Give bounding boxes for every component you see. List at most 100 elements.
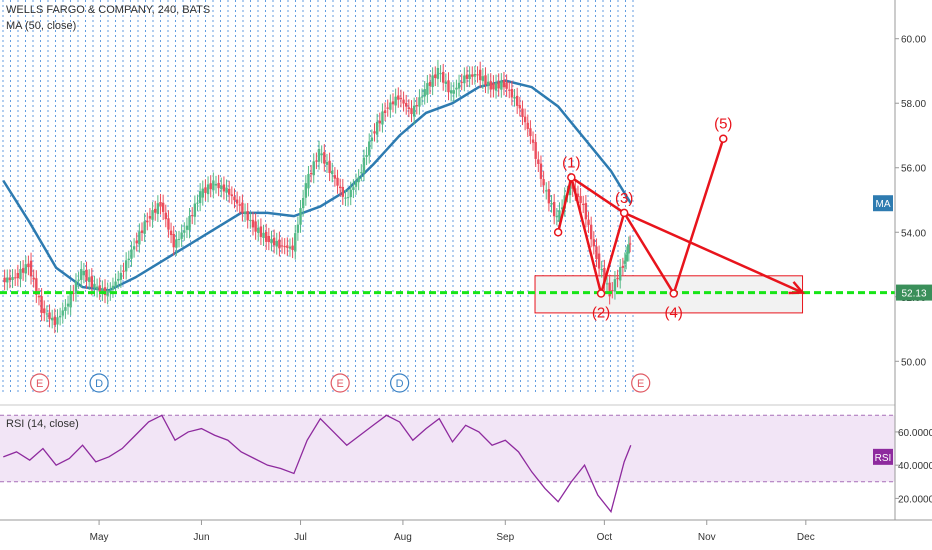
candle-body (383, 110, 387, 113)
candle-body (555, 216, 559, 218)
candle-body (423, 89, 426, 97)
x-tick-label: Nov (698, 532, 716, 543)
candle-body (457, 82, 461, 89)
candle-body (209, 183, 212, 190)
candle-body (515, 95, 519, 106)
y-tick-label: 58.00 (901, 99, 926, 110)
candle-body (117, 278, 120, 281)
candle-body (579, 196, 582, 203)
candle-body (338, 186, 342, 189)
candle-body (98, 285, 101, 292)
candle-body (402, 99, 405, 104)
candle-body (628, 243, 632, 245)
candle-body (29, 260, 33, 277)
ma-line (2, 79, 632, 292)
candle-body (521, 108, 524, 117)
rsi-badge: RSI (875, 453, 892, 464)
candle-body (560, 207, 564, 210)
candle-body (531, 139, 535, 143)
candle-body (473, 74, 477, 77)
candle-body (151, 210, 154, 220)
wave-pattern: (1) (2) (3) (4) (5) (553, 116, 806, 322)
candle-body (201, 188, 204, 198)
candle-body (21, 268, 25, 273)
candle-body (80, 269, 83, 280)
event-marker-label: E (637, 378, 644, 390)
candle-body (378, 120, 381, 124)
candle-body (360, 172, 363, 174)
candle-body (426, 83, 429, 95)
candle-body (288, 246, 292, 249)
candle-body (336, 177, 339, 186)
wave-label: (5) (714, 116, 732, 133)
candle-body (349, 189, 352, 198)
candle-body (230, 194, 234, 197)
candle-body (294, 233, 297, 252)
candle-body (69, 293, 72, 308)
y-tick-label: 50.00 (901, 357, 926, 368)
candle-body (492, 83, 495, 90)
candle-body (257, 227, 260, 233)
candle-body (611, 290, 614, 292)
candle-body (529, 128, 532, 137)
candle-body (220, 185, 223, 190)
event-marker (390, 373, 410, 393)
candle-body (296, 224, 300, 233)
candle-body (56, 317, 59, 325)
candle-body (43, 308, 46, 314)
candle-body (264, 231, 268, 242)
candle-body (375, 121, 379, 135)
candle-body (19, 269, 22, 280)
candle-body (37, 296, 41, 298)
candle-body (545, 190, 548, 192)
candle-body (309, 173, 313, 175)
candle-body (397, 95, 400, 100)
candle-body (460, 81, 463, 83)
candle-body (119, 272, 123, 280)
candle-body (280, 245, 284, 247)
candle-body (613, 279, 617, 292)
event-marker (631, 373, 651, 393)
candle-body (486, 81, 490, 86)
candle-body (478, 69, 482, 81)
y-tick-label: 54.00 (901, 228, 926, 239)
candle-body (122, 270, 125, 272)
candle-body (233, 196, 236, 201)
candle-body (312, 161, 315, 176)
candle-body (317, 148, 321, 162)
x-tick-label: Sep (496, 532, 514, 543)
candle-body (328, 160, 331, 173)
candle-body (58, 315, 62, 318)
candle-body (304, 183, 308, 198)
event-marker-label: E (336, 378, 343, 390)
candle-body (341, 186, 345, 197)
candle-body (325, 161, 329, 165)
candle-body (40, 296, 43, 314)
candle-body (164, 212, 167, 220)
candle-body (24, 264, 27, 274)
candle-body (447, 80, 450, 93)
wave-point (567, 173, 576, 182)
candle-body (558, 210, 561, 222)
candle-body (154, 208, 157, 213)
candle-body (74, 281, 78, 294)
candle-body (407, 107, 411, 110)
candle-body (373, 131, 376, 134)
candle-body (418, 97, 421, 107)
ma-badge: MA (876, 199, 891, 210)
candle-body (175, 239, 178, 248)
candle-body (481, 76, 485, 82)
candle-body (463, 75, 466, 84)
candle-body (143, 221, 146, 234)
candle-body (106, 290, 109, 297)
ma-legend: MA (50, close) (6, 20, 77, 32)
candle-body (623, 260, 627, 264)
ma-layer (2, 79, 632, 292)
event-marker (30, 373, 50, 393)
candle-body (48, 312, 51, 320)
event-marker-label: E (36, 378, 43, 390)
candle-body (146, 220, 149, 223)
candle-body (431, 75, 434, 88)
